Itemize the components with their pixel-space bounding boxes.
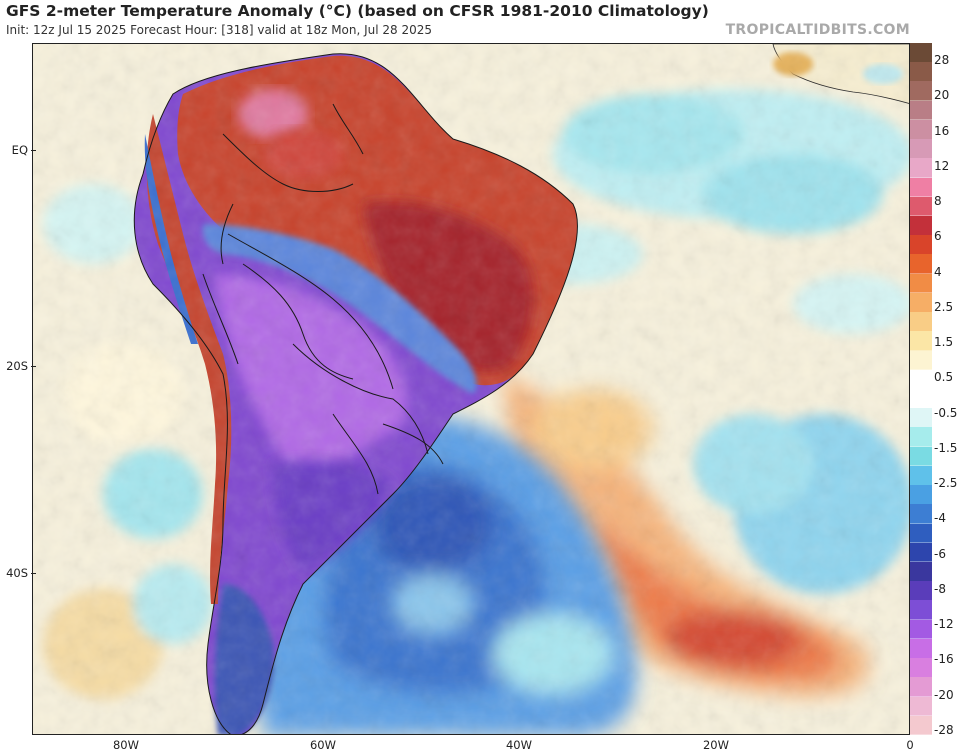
- legend-label: 12: [934, 158, 950, 173]
- legend-label: -6: [934, 546, 946, 561]
- lon-label-0: 0: [906, 738, 914, 752]
- legend-swatch: [910, 350, 932, 371]
- legend-swatch: [910, 408, 932, 428]
- legend-swatch: [910, 119, 932, 140]
- legend-swatch: [910, 235, 932, 255]
- forecast-info: Init: 12z Jul 15 2025 Forecast Hour: [31…: [6, 23, 433, 37]
- legend-swatch: [910, 562, 932, 582]
- legend-swatch: [910, 389, 932, 409]
- legend-label: 28: [934, 53, 950, 67]
- legend-swatch: [910, 504, 932, 525]
- legend-label: 4: [934, 264, 942, 279]
- legend-label: 6: [934, 229, 942, 244]
- legend-label: -2.5: [934, 476, 958, 491]
- legend-label: -20: [934, 687, 954, 702]
- legend-swatch: [910, 177, 932, 198]
- legend-swatch: [910, 658, 932, 678]
- lon-label-80w: 80W: [112, 738, 139, 752]
- legend-swatch: [910, 216, 932, 236]
- legend-swatch: [910, 696, 932, 717]
- legend-swatch: [910, 196, 932, 217]
- legend-swatch: [910, 158, 932, 179]
- legend-label: 20: [934, 88, 950, 103]
- lon-label-40w: 40W: [505, 738, 532, 752]
- texture-overlay: [33, 44, 909, 734]
- lat-label-eq: EQ: [0, 143, 36, 157]
- legend-label: -1.5: [934, 440, 958, 455]
- legend-swatch: [910, 43, 932, 63]
- lat-label-20s: 20S: [0, 359, 36, 373]
- legend-label: 1.5: [934, 335, 954, 350]
- brand-watermark[interactable]: TROPICALTIDBITS.COM: [725, 22, 910, 38]
- legend-swatch: [910, 81, 932, 102]
- legend-swatch: [910, 369, 932, 390]
- legend-label: -16: [934, 652, 954, 667]
- legend-swatch: [910, 254, 932, 275]
- legend-swatch: [910, 62, 932, 82]
- legend-swatch: [910, 292, 932, 313]
- legend-swatch: [910, 312, 932, 332]
- legend-label: 16: [934, 123, 950, 138]
- legend-label: 0.5: [934, 370, 954, 385]
- legend-swatch: [910, 273, 932, 294]
- map-title: GFS 2-meter Temperature Anomaly (°C) (ba…: [6, 2, 709, 20]
- anomaly-map[interactable]: [32, 43, 910, 735]
- legend-label: -0.5: [934, 405, 958, 420]
- lat-label-40s: 40S: [0, 566, 36, 580]
- legend-label: -28: [934, 723, 954, 737]
- lon-label-20w: 20W: [702, 738, 729, 752]
- legend-swatch: [910, 677, 932, 698]
- map-canvas: [33, 44, 909, 734]
- legend-swatch: [910, 638, 932, 659]
- legend-swatch: [910, 600, 932, 621]
- legend-swatch: [910, 619, 932, 640]
- legend-swatch: [910, 485, 932, 505]
- legend-swatch: [910, 331, 932, 352]
- country-borders: [133, 53, 578, 734]
- legend-swatch: [910, 523, 932, 544]
- legend-label: -4: [934, 511, 946, 526]
- legend-label: 8: [934, 194, 942, 209]
- legend-label: 2.5: [934, 299, 954, 314]
- legend-label: -8: [934, 581, 946, 596]
- legend-label: -12: [934, 617, 954, 632]
- legend-swatch: [910, 715, 932, 736]
- lon-label-60w: 60W: [309, 738, 336, 752]
- color-legend: 28 20 16 12 8 6 4 2.5 1.5 0.5 -0.5 -1.5 -2.5 -4 -6 -8 -1…: [910, 43, 960, 737]
- legend-swatch: [910, 446, 932, 467]
- legend-swatch: [910, 542, 932, 563]
- legend-swatch: [910, 139, 932, 159]
- legend-swatch: [910, 465, 932, 486]
- legend-swatch: [910, 581, 932, 601]
- legend-swatch: [910, 100, 932, 121]
- legend-swatch: [910, 427, 932, 448]
